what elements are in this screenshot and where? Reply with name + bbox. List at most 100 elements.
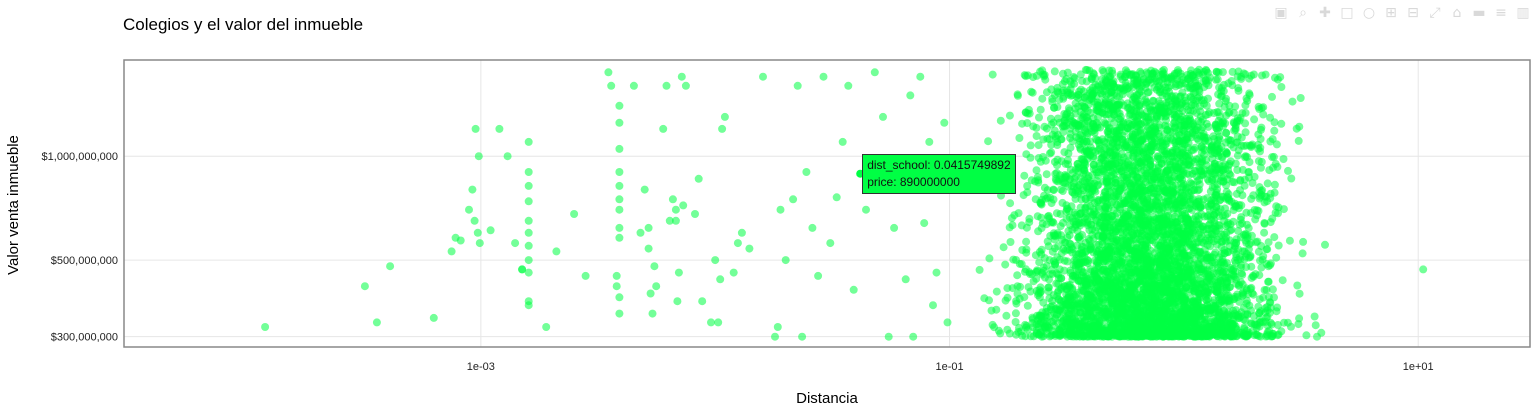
data-point[interactable] xyxy=(985,254,994,263)
data-point[interactable] xyxy=(1244,168,1253,176)
data-point[interactable] xyxy=(1051,332,1060,340)
data-point[interactable] xyxy=(1059,92,1068,101)
data-point[interactable] xyxy=(1149,332,1158,341)
data-point[interactable] xyxy=(1226,275,1235,284)
data-point[interactable] xyxy=(1140,309,1149,318)
data-point[interactable] xyxy=(524,241,533,250)
data-point[interactable] xyxy=(607,81,616,90)
data-point[interactable] xyxy=(1010,211,1019,220)
data-point[interactable] xyxy=(1272,140,1281,149)
data-point[interactable] xyxy=(1011,318,1020,326)
data-point[interactable] xyxy=(1040,183,1049,192)
data-point[interactable] xyxy=(1178,153,1187,162)
data-point[interactable] xyxy=(694,174,703,183)
data-point[interactable] xyxy=(615,223,624,232)
data-point[interactable] xyxy=(1102,255,1111,264)
data-point[interactable] xyxy=(1167,81,1176,90)
data-point[interactable] xyxy=(1207,196,1216,205)
data-point[interactable] xyxy=(1135,101,1144,110)
data-point[interactable] xyxy=(1089,165,1098,174)
data-point[interactable] xyxy=(1172,248,1181,257)
data-point[interactable] xyxy=(1141,100,1150,109)
data-point[interactable] xyxy=(943,318,952,327)
data-point[interactable] xyxy=(1053,131,1062,139)
data-point[interactable] xyxy=(1114,193,1123,202)
data-point[interactable] xyxy=(1277,83,1286,91)
data-point[interactable] xyxy=(1059,244,1068,253)
data-point[interactable] xyxy=(1190,185,1199,194)
data-point[interactable] xyxy=(1260,228,1269,237)
data-point[interactable] xyxy=(1023,301,1032,310)
data-point[interactable] xyxy=(1050,67,1059,76)
data-point[interactable] xyxy=(1198,123,1207,132)
data-point[interactable] xyxy=(1074,181,1083,189)
data-point[interactable] xyxy=(1023,188,1032,197)
data-point[interactable] xyxy=(870,68,879,77)
data-point[interactable] xyxy=(518,265,527,274)
data-point[interactable] xyxy=(1040,266,1048,275)
data-point[interactable] xyxy=(1097,154,1106,163)
data-point[interactable] xyxy=(925,137,934,146)
data-point[interactable] xyxy=(681,81,690,90)
data-point[interactable] xyxy=(1074,94,1083,103)
data-point[interactable] xyxy=(1197,142,1206,151)
data-point[interactable] xyxy=(1013,271,1022,280)
data-point[interactable] xyxy=(1036,105,1045,114)
data-point[interactable] xyxy=(1005,111,1014,120)
data-point[interactable] xyxy=(1112,126,1121,135)
data-point[interactable] xyxy=(1294,136,1303,145)
data-point[interactable] xyxy=(1146,184,1155,193)
data-point[interactable] xyxy=(468,185,477,194)
data-point[interactable] xyxy=(999,243,1008,252)
data-point[interactable] xyxy=(1137,119,1146,128)
data-point[interactable] xyxy=(1077,323,1086,332)
data-point[interactable] xyxy=(1086,109,1095,117)
data-point[interactable] xyxy=(1217,297,1226,306)
data-point[interactable] xyxy=(1199,67,1208,76)
data-point[interactable] xyxy=(1262,245,1271,254)
data-point[interactable] xyxy=(1098,237,1107,246)
data-point[interactable] xyxy=(1153,152,1162,161)
data-point[interactable] xyxy=(1251,215,1260,224)
data-point[interactable] xyxy=(1266,194,1275,203)
data-point[interactable] xyxy=(615,195,624,204)
data-point[interactable] xyxy=(1225,101,1234,110)
data-point[interactable] xyxy=(1145,205,1153,214)
data-point[interactable] xyxy=(640,185,649,194)
data-point[interactable] xyxy=(1222,148,1231,157)
data-point[interactable] xyxy=(1089,126,1098,135)
data-point[interactable] xyxy=(1013,91,1022,100)
data-point[interactable] xyxy=(975,265,984,274)
data-point[interactable] xyxy=(1080,112,1088,121)
data-point[interactable] xyxy=(1311,321,1320,330)
data-point[interactable] xyxy=(916,72,925,81)
data-point[interactable] xyxy=(781,256,790,265)
data-point[interactable] xyxy=(1055,265,1064,274)
data-point[interactable] xyxy=(1204,294,1213,303)
data-point[interactable] xyxy=(677,72,686,81)
data-point[interactable] xyxy=(1053,253,1062,262)
data-point[interactable] xyxy=(1034,227,1043,236)
data-point[interactable] xyxy=(1094,232,1103,241)
data-point[interactable] xyxy=(1119,214,1128,223)
data-point[interactable] xyxy=(1076,308,1085,317)
data-point[interactable] xyxy=(776,205,785,214)
data-point[interactable] xyxy=(474,152,483,161)
data-point[interactable] xyxy=(1254,157,1263,166)
data-point[interactable] xyxy=(1025,109,1034,118)
data-point[interactable] xyxy=(1049,118,1058,127)
data-point[interactable] xyxy=(524,197,533,206)
data-point[interactable] xyxy=(992,305,1001,314)
data-point[interactable] xyxy=(1066,134,1075,142)
data-point[interactable] xyxy=(1050,235,1059,244)
data-point[interactable] xyxy=(1042,170,1051,179)
data-point[interactable] xyxy=(1114,304,1123,313)
data-point[interactable] xyxy=(1241,128,1250,137)
data-point[interactable] xyxy=(1053,138,1062,147)
data-point[interactable] xyxy=(1034,141,1043,150)
data-point[interactable] xyxy=(1213,146,1222,155)
data-point[interactable] xyxy=(1045,294,1054,303)
data-point[interactable] xyxy=(1032,166,1041,175)
data-point[interactable] xyxy=(644,223,653,232)
data-point[interactable] xyxy=(1055,295,1064,304)
